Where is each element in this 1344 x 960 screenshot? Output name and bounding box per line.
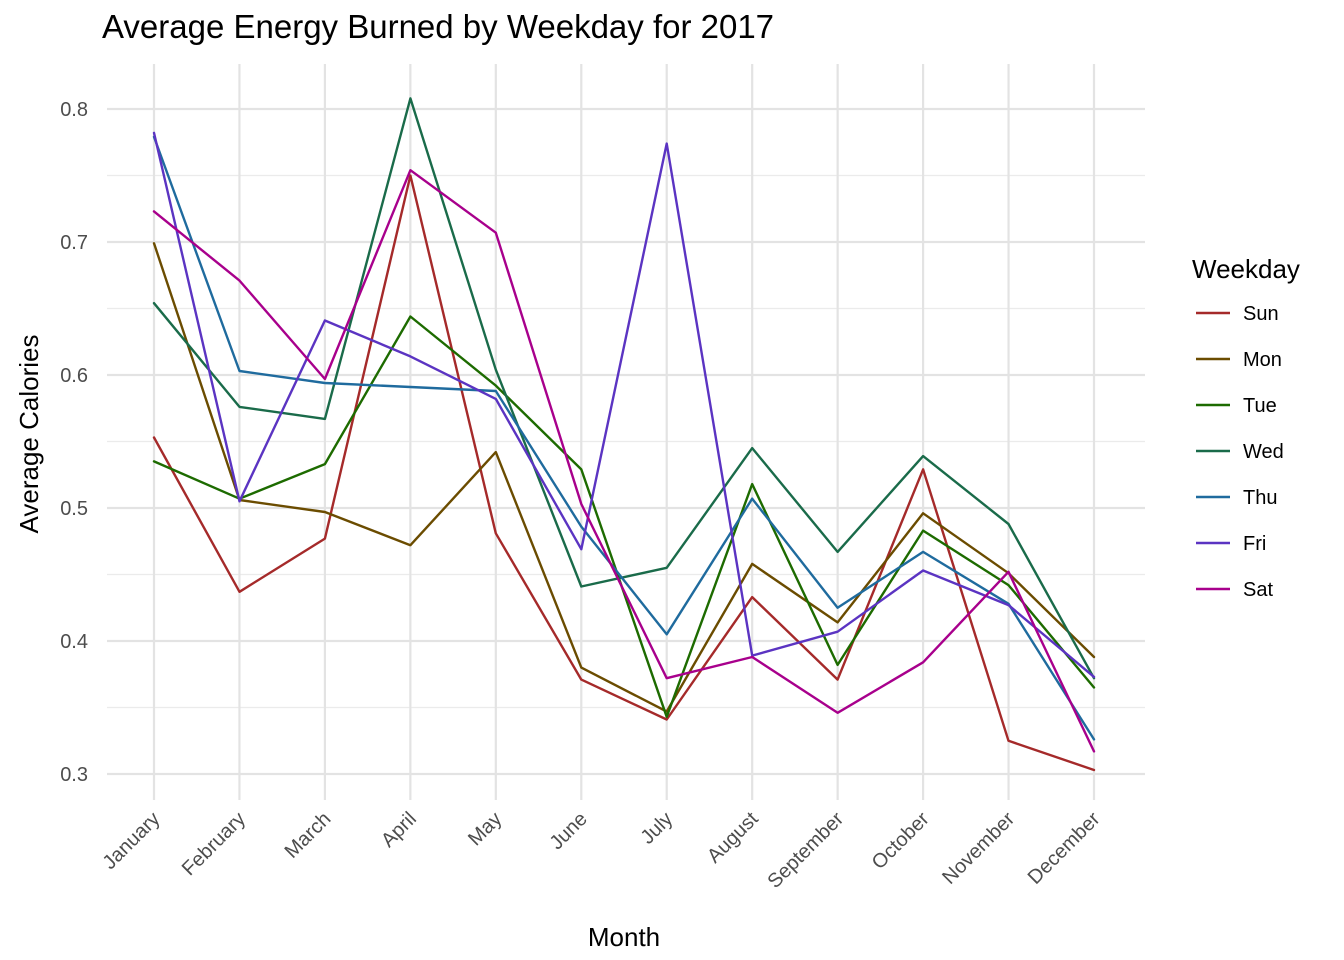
y-axis-title: Average Calories bbox=[14, 335, 44, 534]
series-line-sun bbox=[152, 174, 1096, 772]
series-line-fri bbox=[152, 131, 1096, 679]
x-axis-title: Month bbox=[588, 922, 660, 952]
y-tick-label: 0.7 bbox=[60, 232, 88, 254]
x-tick-label: January bbox=[99, 808, 165, 874]
legend-label-sat: Sat bbox=[1243, 579, 1273, 601]
series-line-wed bbox=[152, 97, 1096, 680]
y-tick-label: 0.5 bbox=[60, 498, 88, 520]
legend-label-thu: Thu bbox=[1243, 487, 1277, 509]
legend-label-fri: Fri bbox=[1243, 533, 1266, 555]
legend: Weekday Sun Mon Tue Wed Thu Fri Sat bbox=[1192, 254, 1300, 601]
chart-title: Average Energy Burned by Weekday for 201… bbox=[102, 8, 775, 45]
series-line-sat bbox=[152, 168, 1096, 753]
y-tick-label: 0.6 bbox=[60, 365, 88, 387]
y-tick-labels: 0.3 0.4 0.5 0.6 0.7 0.8 bbox=[60, 99, 88, 786]
series-line-mon bbox=[152, 242, 1096, 713]
legend-label-mon: Mon bbox=[1243, 349, 1282, 371]
y-tick-label: 0.4 bbox=[60, 631, 88, 653]
x-tick-label: October bbox=[868, 808, 934, 874]
x-tick-label: August bbox=[703, 808, 763, 868]
x-tick-label: July bbox=[637, 808, 678, 849]
legend-label-wed: Wed bbox=[1243, 441, 1284, 463]
x-tick-labels: January February March April May June July Augu… bbox=[99, 808, 1105, 893]
x-tick-label: December bbox=[1024, 808, 1105, 889]
x-tick-label: May bbox=[464, 808, 506, 850]
x-tick-label: February bbox=[178, 808, 250, 880]
series-lines bbox=[152, 97, 1096, 772]
y-tick-label: 0.3 bbox=[60, 764, 88, 786]
y-tick-label: 0.8 bbox=[60, 99, 88, 121]
x-tick-label: June bbox=[546, 808, 592, 854]
legend-label-tue: Tue bbox=[1243, 395, 1277, 417]
x-tick-label: April bbox=[377, 808, 421, 852]
legend-title: Weekday bbox=[1192, 254, 1300, 284]
series-line-tue bbox=[152, 315, 1096, 718]
x-tick-label: November bbox=[938, 808, 1019, 889]
legend-label-sun: Sun bbox=[1243, 303, 1279, 325]
x-tick-label: September bbox=[763, 808, 848, 893]
x-tick-label: March bbox=[281, 808, 336, 863]
series-line-thu bbox=[152, 135, 1096, 741]
